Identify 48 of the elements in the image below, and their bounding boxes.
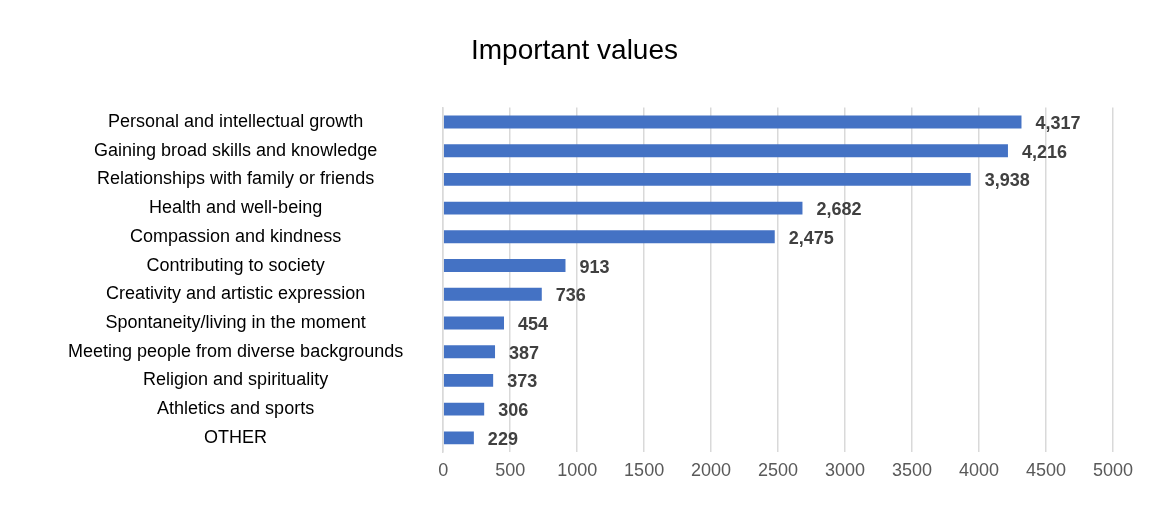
bar [443,345,496,359]
x-tick-label: 4500 [1025,459,1067,480]
y-tick-label: Health and well-being [149,197,323,218]
x-tick-label: 3500 [892,459,933,480]
y-tick-label: Personal and intellectual growth [108,110,364,131]
y-tick-label: Relationships with family or friends [97,168,375,189]
data-label: 454 [518,313,549,334]
x-tick-label: 1500 [624,459,665,480]
bar [443,402,485,416]
bar [443,144,1008,158]
data-label: 3,938 [984,170,1030,191]
data-label: 229 [487,428,518,449]
chart-title: Important values [471,33,678,65]
bar [443,373,494,387]
x-tick-label: 2000 [691,459,732,480]
data-label: 373 [507,371,538,392]
y-tick-label: Religion and spirituality [143,369,329,390]
bar [443,316,505,330]
data-label: 387 [509,342,540,363]
x-tick-label: 0 [438,459,449,480]
data-label: 736 [555,285,586,306]
y-tick-label: Gaining broad skills and knowledge [94,139,378,160]
data-label: 306 [498,400,529,421]
y-tick-label: Compassion and kindness [130,225,342,246]
bar [443,230,775,244]
data-label: 2,475 [788,227,834,248]
bar [443,115,1022,129]
x-tick-label: 1000 [557,459,598,480]
x-tick-label: 4000 [959,459,1000,480]
bar [443,201,803,215]
y-tick-label: OTHER [204,426,268,447]
bar [443,287,542,301]
data-label: 913 [579,256,610,277]
bar [443,431,474,445]
y-tick-label: Contributing to society [146,254,325,275]
x-tick-label: 500 [495,459,526,480]
y-tick-label: Athletics and sports [157,398,315,419]
data-label: 4,317 [1035,112,1081,133]
x-tick-label: 2500 [758,459,799,480]
y-tick-label: Spontaneity/living in the moment [105,311,366,332]
y-tick-label: Meeting people from diverse backgrounds [67,340,404,361]
y-tick-label: Creativity and artistic expression [106,283,366,304]
x-tick-label: 5000 [1092,459,1133,480]
data-label: 2,682 [816,199,862,220]
x-tick-label: 3000 [825,459,866,480]
data-label: 4,216 [1021,141,1067,162]
bar [443,172,971,186]
bar [443,259,566,272]
